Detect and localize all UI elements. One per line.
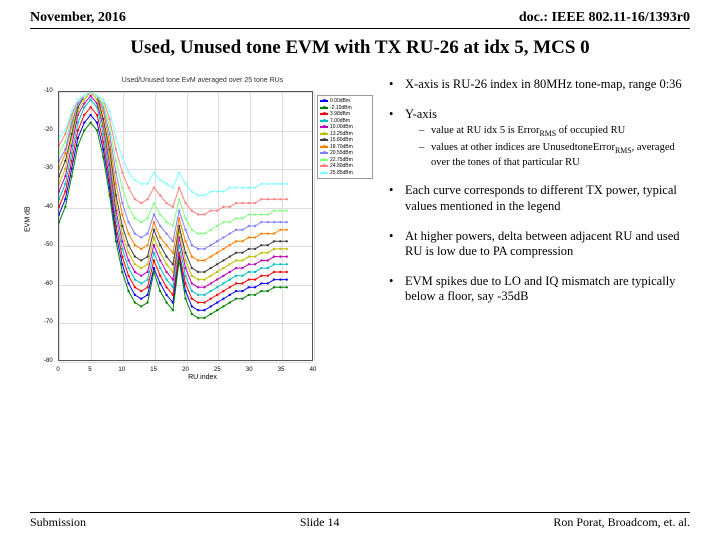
chart-legend: 0.00dBm-2.10dBm3.98dBm7.00dBm10.00dBm13.… — [317, 95, 373, 179]
ytick: -60 — [44, 281, 53, 287]
bullet-item: EVM spikes due to LO and IQ mismatch are… — [383, 274, 690, 305]
xtick: 20 — [182, 367, 189, 373]
sub-bullet-item: values at other indices are UnusedtoneEr… — [419, 141, 690, 169]
xtick: 40 — [310, 367, 317, 373]
ytick: -30 — [44, 165, 53, 171]
ytick: -10 — [44, 88, 53, 94]
chart-ylabel: EVM dB — [25, 206, 32, 232]
header-date: November, 2016 — [30, 10, 126, 26]
content: Used/Unused tone EvM averaged over 25 to… — [30, 77, 690, 387]
xtick: 25 — [214, 367, 221, 373]
bullet-item: X-axis is RU-26 index in 80MHz tone-map,… — [383, 77, 690, 93]
xtick: 15 — [150, 367, 157, 373]
ytick: -70 — [44, 319, 53, 325]
header: November, 2016 doc.: IEEE 802.11-16/1393… — [30, 10, 690, 29]
xtick: 10 — [118, 367, 125, 373]
footer-left: Submission — [30, 515, 86, 530]
chart-plot — [58, 91, 313, 361]
xtick: 35 — [278, 367, 285, 373]
footer-right: Ron Porat, Broadcom, et. al. — [553, 515, 690, 530]
sub-bullet-item: value at RU idx 5 is ErrorRMS of occupie… — [419, 124, 690, 139]
chart-title: Used/Unused tone EvM averaged over 25 to… — [122, 77, 283, 84]
header-doc: doc.: IEEE 802.11-16/1393r0 — [519, 10, 690, 26]
footer-center: Slide 14 — [300, 515, 340, 530]
chart: Used/Unused tone EvM averaged over 25 to… — [30, 77, 375, 387]
ytick: -40 — [44, 204, 53, 210]
xtick: 5 — [88, 367, 91, 373]
bullet-item: Y-axisvalue at RU idx 5 is ErrorRMS of o… — [383, 107, 690, 170]
bullet-list: X-axis is RU-26 index in 80MHz tone-map,… — [383, 77, 690, 387]
chart-xlabel: RU index — [188, 374, 217, 381]
ytick: -20 — [44, 127, 53, 133]
ytick: -80 — [44, 358, 53, 364]
xtick: 0 — [56, 367, 59, 373]
bullet-item: At higher powers, delta between adjacent… — [383, 229, 690, 260]
legend-item: 25.85dBm — [320, 170, 370, 177]
footer: Submission Slide 14 Ron Porat, Broadcom,… — [30, 512, 690, 530]
page-title: Used, Unused tone EVM with TX RU-26 at i… — [30, 37, 690, 59]
bullet-item: Each curve corresponds to different TX p… — [383, 183, 690, 214]
ytick: -50 — [44, 242, 53, 248]
xtick: 30 — [246, 367, 253, 373]
